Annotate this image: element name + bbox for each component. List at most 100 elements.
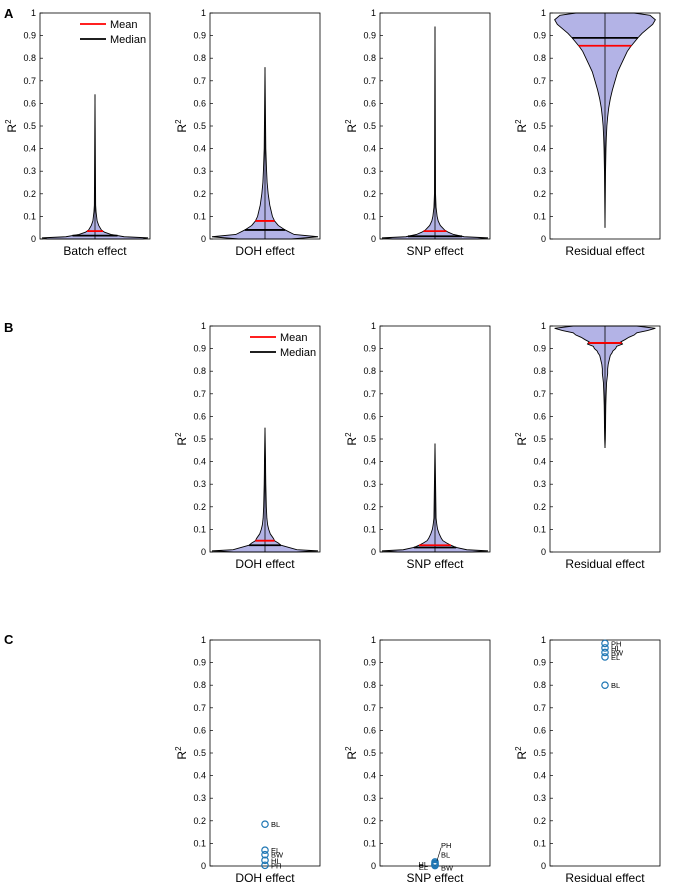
panel-a-snp-effect-ytick-label: 0 bbox=[371, 234, 376, 244]
panel-a-batch-effect-xlabel: Batch effect bbox=[63, 244, 127, 258]
panel-c-snp-effect-point-label-el: EL bbox=[419, 863, 428, 872]
panel-a-doh-effect-ytick-label: 0.1 bbox=[193, 211, 206, 221]
panel-c-doh-effect-point-ph bbox=[261, 861, 269, 870]
panel-a-snp-effect-ylabel: R2 bbox=[344, 119, 359, 133]
panel-b-snp-effect-ytick-label: 0.3 bbox=[363, 479, 376, 489]
panel-c-doh-effect-axes-box bbox=[209, 639, 321, 867]
panel-c-residual-effect-ytick-label: 1 bbox=[541, 635, 546, 645]
panel-a-batch-effect-ytick-label: 0.3 bbox=[23, 166, 36, 176]
panel-c-doh-effect-ytick-label: 0.7 bbox=[193, 703, 206, 713]
panel-c-residual-effect-point-label-ph: PH bbox=[611, 639, 621, 648]
panel-c-snp-effect-ytick-label: 0.2 bbox=[363, 816, 376, 826]
panel-b-snp-effect-ytick-label: 0.1 bbox=[363, 524, 376, 534]
panel-b-residual-effect-ytick-label: 1 bbox=[541, 321, 546, 331]
panel-c-snp-effect-ytick-label: 0.7 bbox=[363, 703, 376, 713]
panel-c-snp-effect-ytick-label: 0.3 bbox=[363, 793, 376, 803]
panel-letter-c: C bbox=[4, 632, 14, 647]
panel-c-residual-effect-ytick-label: 0.8 bbox=[533, 680, 546, 690]
panel-b-doh-effect-ytick-label: 0.5 bbox=[193, 434, 206, 444]
panel-c-doh-effect-ytick-label: 0.4 bbox=[193, 771, 206, 781]
panel-c-snp-effect-point-bw bbox=[431, 861, 439, 870]
panel-c-residual-effect-point-label-hl: HL bbox=[611, 644, 621, 653]
panel-b-snp-effect-ytick-label: 0.4 bbox=[363, 457, 376, 467]
panel-letter-b: B bbox=[4, 320, 13, 335]
panel-c-snp-effect-ytick-label: 0.5 bbox=[363, 748, 376, 758]
panel-a-batch-effect-ytick-label: 0.8 bbox=[23, 53, 36, 63]
panel-b-residual-effect-ytick-label: 0.6 bbox=[533, 411, 546, 421]
panel-c-doh-effect-point-bl bbox=[261, 820, 269, 828]
legend-median-label: Median bbox=[110, 34, 146, 46]
panel-a-residual-effect-ytick-label: 0.2 bbox=[533, 189, 546, 199]
panel-a-doh-effect-xlabel: DOH effect bbox=[235, 244, 295, 258]
panel-a-residual-effect-ytick-label: 0.1 bbox=[533, 211, 546, 221]
panel-b-doh-effect-ytick-label: 0.1 bbox=[193, 524, 206, 534]
panel-b-doh-effect-ytick-label: 0.2 bbox=[193, 502, 206, 512]
panel-c-residual-effect-axes-box bbox=[549, 639, 661, 867]
panel-a-doh-effect-ytick-label: 0.4 bbox=[193, 144, 206, 154]
panel-b-residual-effect-ytick-label: 0.8 bbox=[533, 366, 546, 376]
panel-a-residual-effect-ylabel: R2 bbox=[514, 119, 529, 133]
panel-b-snp-effect-xlabel: SNP effect bbox=[407, 557, 465, 571]
panel-b-snp-effect-ytick-label: 0.2 bbox=[363, 502, 376, 512]
panel-c-doh-effect-ytick-label: 0.9 bbox=[193, 658, 206, 668]
panel-c-snp-effect-ytick-label: 0.8 bbox=[363, 680, 376, 690]
panel-a-residual-effect-ytick-label: 1 bbox=[541, 8, 546, 18]
panel-c-residual-effect-point-label-bw: BW bbox=[611, 648, 624, 657]
panel-a-batch-effect-ytick-label: 0.9 bbox=[23, 31, 36, 41]
panel-b-residual-effect-ytick-label: 0.3 bbox=[533, 479, 546, 489]
panel-a-residual-effect-ytick-label: 0 bbox=[541, 234, 546, 244]
panel-c-residual-effect-point-bl bbox=[601, 681, 609, 690]
panel-b-snp-effect-ytick-label: 0.8 bbox=[363, 366, 376, 376]
panel-c-doh-effect-point-hl bbox=[261, 856, 269, 865]
panel-b-snp-effect-ytick-label: 0.7 bbox=[363, 389, 376, 399]
panel-c-residual-effect-ytick-label: 0 bbox=[541, 861, 546, 871]
panel-a-residual-effect-ytick-label: 0.3 bbox=[533, 166, 546, 176]
panel-b-residual-effect-ytick-label: 0.4 bbox=[533, 457, 546, 467]
panel-a-doh-effect-ytick-label: 0.5 bbox=[193, 121, 206, 131]
panel-b-snp-effect-ytick-label: 0.5 bbox=[363, 434, 376, 444]
panel-c-doh-effect-ytick-label: 0.5 bbox=[193, 748, 206, 758]
panel-c-residual-effect-ylabel: R2 bbox=[514, 746, 529, 760]
panel-c-snp-effect-ytick-label: 1 bbox=[371, 635, 376, 645]
panel-a-snp-effect-ytick-label: 0.7 bbox=[363, 76, 376, 86]
panel-b-residual-effect-ylabel: R2 bbox=[514, 432, 529, 446]
panel-c-residual-effect-point-el bbox=[601, 653, 609, 661]
panel-c-residual-effect-ytick-label: 0.3 bbox=[533, 793, 546, 803]
panel-a-residual-effect-ytick-label: 0.7 bbox=[533, 76, 546, 86]
panel-a-doh-effect-ytick-label: 1 bbox=[201, 8, 206, 18]
panel-c-doh-effect-point-label-bw: BW bbox=[271, 851, 284, 860]
panel-a-batch-effect-ytick-label: 0.1 bbox=[23, 211, 36, 221]
panel-b-snp-effect-ytick-label: 0.6 bbox=[363, 411, 376, 421]
panel-b-doh-effect-ytick-label: 0.3 bbox=[193, 479, 206, 489]
panel-c-doh-effect-point-label-hl: HL bbox=[271, 856, 281, 865]
panel-a-snp-effect-ytick-label: 0.6 bbox=[363, 98, 376, 108]
panel-b-residual-effect-xlabel: Residual effect bbox=[565, 557, 645, 571]
panel-b-snp-effect-ytick-label: 1 bbox=[371, 321, 376, 331]
panel-c-snp-effect-ytick-label: 0.1 bbox=[363, 838, 376, 848]
panel-c-snp-effect-ylabel: R2 bbox=[344, 746, 359, 760]
panel-a-snp-effect-ytick-label: 0.4 bbox=[363, 144, 376, 154]
panel-a-doh-effect-ytick-label: 0.3 bbox=[193, 166, 206, 176]
panel-c-snp-effect-ytick-label: 0 bbox=[371, 861, 376, 871]
panel-b-snp-effect-ylabel: R2 bbox=[344, 432, 359, 446]
panel-a-batch-effect-ytick-label: 0 bbox=[31, 234, 36, 244]
panel-c-doh-effect-ylabel: R2 bbox=[174, 746, 189, 760]
panel-a-residual-effect-ytick-label: 0.5 bbox=[533, 121, 546, 131]
panel-a-residual-effect-ytick-label: 0.6 bbox=[533, 98, 546, 108]
panel-a-snp-effect-ytick-label: 0.1 bbox=[363, 211, 376, 221]
panel-b-snp-effect-ytick-label: 0 bbox=[371, 547, 376, 557]
panel-a-snp-effect-ytick-label: 0.3 bbox=[363, 166, 376, 176]
panel-a-batch-effect-ylabel: R2 bbox=[4, 119, 19, 133]
panel-b-residual-effect-ytick-label: 0.5 bbox=[533, 434, 546, 444]
panel-c-residual-effect-ytick-label: 0.9 bbox=[533, 658, 546, 668]
panel-a-doh-effect-ytick-label: 0.6 bbox=[193, 98, 206, 108]
panel-c-snp-effect-point-label-bw: BW bbox=[441, 864, 454, 873]
panel-b-doh-effect-ytick-label: 0.7 bbox=[193, 389, 206, 399]
panel-c-doh-effect-point-el bbox=[261, 846, 269, 854]
legend-mean-label: Mean bbox=[280, 332, 308, 344]
panel-a-snp-effect-ytick-label: 0.9 bbox=[363, 31, 376, 41]
panel-c-residual-effect-point-bw bbox=[601, 648, 609, 657]
panel-c-residual-effect-point-hl bbox=[601, 644, 609, 652]
panel-b-snp-effect-ytick-label: 0.9 bbox=[363, 344, 376, 354]
